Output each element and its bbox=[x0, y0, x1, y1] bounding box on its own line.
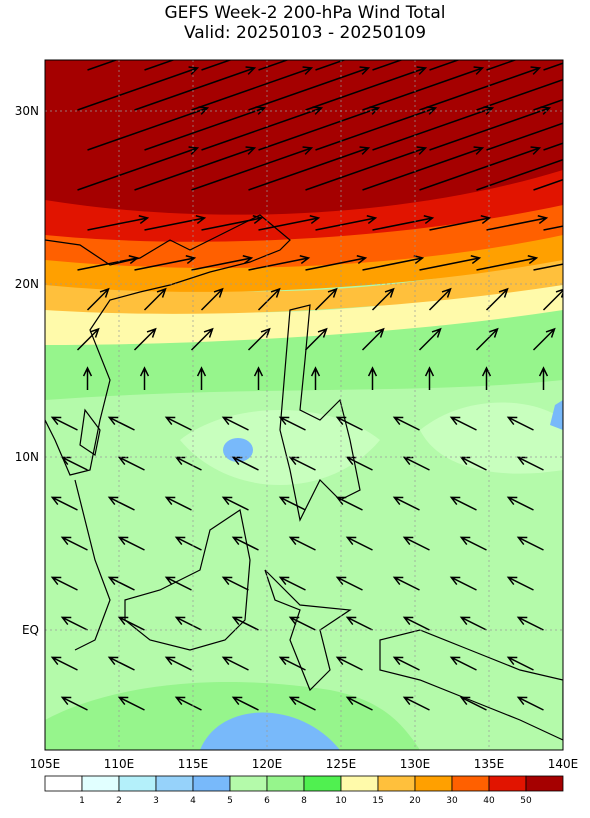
legend-box bbox=[341, 776, 378, 791]
legend-label: 6 bbox=[264, 796, 270, 806]
legend-box bbox=[489, 776, 526, 791]
legend-box bbox=[156, 776, 193, 791]
legend-box bbox=[415, 776, 452, 791]
legend-label: 3 bbox=[153, 796, 159, 806]
lon-label: 115E bbox=[178, 757, 209, 771]
legend-box bbox=[526, 776, 563, 791]
legend-box bbox=[45, 776, 82, 791]
legend-label: 50 bbox=[520, 796, 532, 806]
legend-label: 2 bbox=[116, 796, 122, 806]
map-field bbox=[45, 27, 590, 750]
title: GEFS Week-2 200-hPa Wind Total bbox=[164, 3, 445, 23]
legend-label: 15 bbox=[372, 796, 383, 806]
legend-label: 40 bbox=[483, 796, 495, 806]
lon-label: 135E bbox=[474, 757, 505, 771]
lat-label: 20N bbox=[15, 277, 39, 291]
lat-label: 10N bbox=[15, 450, 39, 464]
lon-label: 110E bbox=[104, 757, 135, 771]
legend-box bbox=[452, 776, 489, 791]
lat-label: EQ bbox=[22, 623, 39, 637]
legend-box bbox=[304, 776, 341, 791]
legend-box bbox=[230, 776, 267, 791]
lon-label: 125E bbox=[326, 757, 357, 771]
lon-label: 120E bbox=[252, 757, 283, 771]
legend-label: 8 bbox=[301, 796, 307, 806]
legend-label: 4 bbox=[190, 796, 196, 806]
legend-box bbox=[119, 776, 156, 791]
legend-box bbox=[82, 776, 119, 791]
subtitle: Valid: 20250103 - 20250109 bbox=[184, 23, 426, 43]
lon-label: 105E bbox=[30, 757, 61, 771]
legend-box bbox=[267, 776, 304, 791]
lon-label: 140E bbox=[548, 757, 579, 771]
legend-box bbox=[193, 776, 230, 791]
lat-label: 30N bbox=[15, 104, 39, 118]
legend-label: 1 bbox=[79, 796, 85, 806]
legend-label: 5 bbox=[227, 796, 233, 806]
legend-label: 30 bbox=[446, 796, 458, 806]
legend-label: 10 bbox=[335, 796, 347, 806]
legend-label: 20 bbox=[409, 796, 421, 806]
lon-label: 130E bbox=[400, 757, 431, 771]
legend-box bbox=[378, 776, 415, 791]
